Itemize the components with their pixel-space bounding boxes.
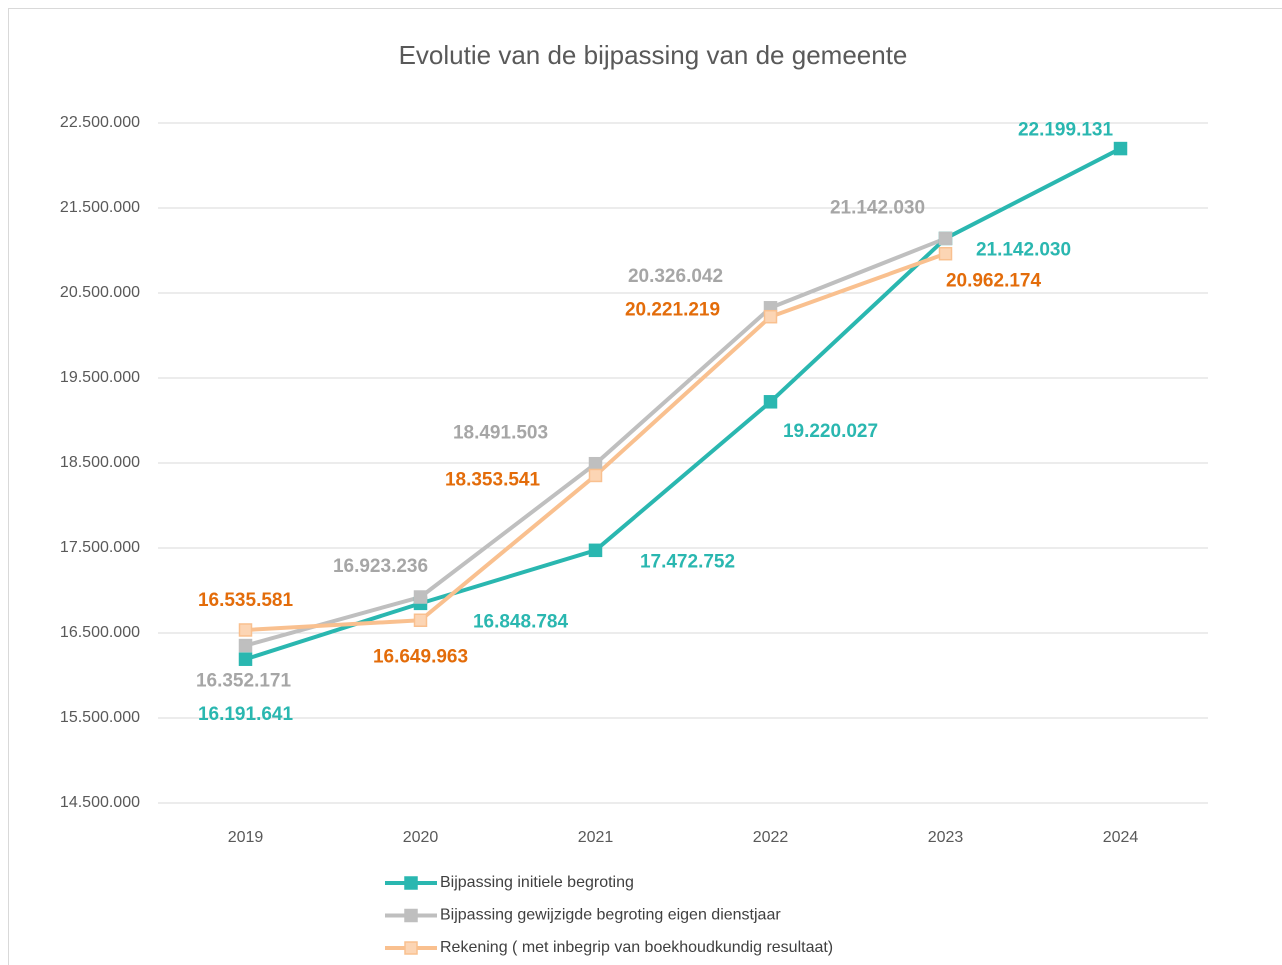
data-label: 16.535.581 [198,590,294,611]
data-label: 21.142.030 [830,197,925,218]
marker [413,590,428,604]
data-label: 20.221.219 [625,300,720,321]
data-label: 19.220.027 [783,421,878,442]
y-tick-label: 20.500.000 [60,284,140,301]
marker [588,468,603,483]
legend-label: Bijpassing initiele begroting [440,874,634,891]
x-tick-label: 2020 [403,829,439,846]
y-tick-label: 22.500.000 [60,114,140,131]
marker [238,652,253,666]
data-label: 18.353.541 [445,469,541,490]
x-tick-label: 2019 [228,829,264,846]
data-label: 16.191.641 [198,704,294,725]
marker [238,623,253,637]
x-tick-label: 2023 [928,829,964,846]
marker [938,246,953,261]
data-label: 16.649.963 [373,646,468,667]
x-tick-label: 2022 [753,829,789,846]
x-tick-label: 2021 [578,829,614,846]
y-tick-label: 14.500.000 [60,794,140,811]
legend-marker [404,876,418,890]
data-label: 17.472.752 [640,551,735,572]
marker [938,231,953,246]
marker [238,638,253,653]
chart-title: Evolutie van de bijpassing van de gemeen… [399,40,908,70]
data-label: 22.199.131 [1018,120,1114,141]
legend-label: Bijpassing gewijzigde begroting eigen di… [440,907,781,924]
x-tick-label: 2024 [1103,829,1139,846]
data-label: 16.352.171 [196,671,292,692]
y-tick-label: 19.500.000 [60,369,140,386]
data-label: 16.848.784 [473,611,569,632]
legend-label: Rekening ( met inbegrip van boekhoudkund… [440,939,833,956]
y-tick-label: 17.500.000 [60,539,140,556]
y-tick-label: 15.500.000 [60,709,140,726]
data-label: 20.326.042 [628,266,723,287]
marker [1113,141,1128,156]
data-label: 16.923.236 [333,556,428,577]
chart-border [8,8,1282,965]
marker [588,456,603,471]
marker [413,613,428,628]
data-label: 21.142.030 [976,239,1071,260]
marker [763,309,778,324]
marker [763,395,778,409]
legend-marker [404,908,418,923]
data-label: 18.491.503 [453,423,548,444]
marker [588,543,603,558]
data-label: 20.962.174 [946,271,1042,292]
y-tick-label: 16.500.000 [60,624,140,641]
legend-marker [404,941,418,955]
y-tick-label: 21.500.000 [60,199,140,216]
y-tick-label: 18.500.000 [60,454,140,471]
series-line [244,146,1122,662]
